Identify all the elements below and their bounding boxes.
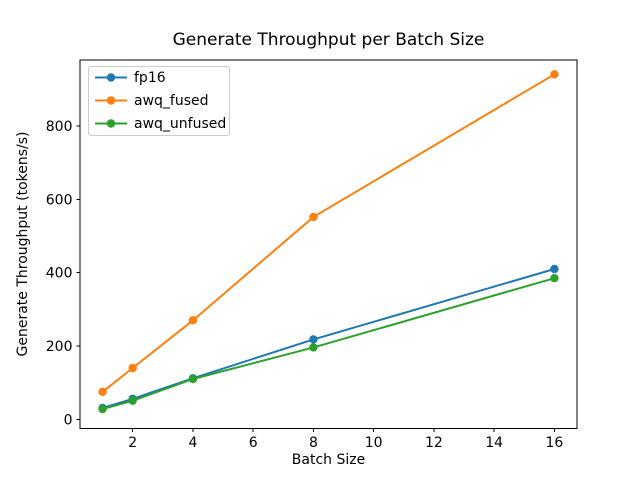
x-tick-label: 16 (545, 435, 563, 451)
x-tick-label: 6 (249, 435, 258, 451)
legend-label-awq-fused: awq_fused (134, 93, 209, 109)
legend-entry-fp16: fp16 (95, 70, 166, 86)
x-tick-label: 8 (309, 435, 318, 451)
series-marker-awq_fused (309, 212, 318, 222)
x-tick-label: 2 (128, 435, 137, 451)
series-marker-awq_fused (550, 70, 559, 79)
legend-label-awq-unfused: awq_unfused (134, 116, 226, 132)
x-tick-label: 14 (485, 435, 503, 451)
legend-entry-awq-fused: awq_fused (95, 93, 209, 109)
legend-marker-icon (106, 73, 116, 82)
legend-label-fp16: fp16 (134, 70, 166, 86)
x-tick-label: 4 (188, 435, 197, 451)
plot-series-group: 2 4 6 8 10 12 14 16 0 200 400 600 800 (46, 70, 563, 451)
series-marker-fp16 (309, 335, 318, 344)
legend-marker-icon (106, 96, 116, 105)
series-marker-fp16 (550, 264, 559, 274)
series-marker-awq_unfused (309, 343, 318, 352)
series-marker-awq_fused (128, 363, 137, 373)
x-axis-label: Batch Size (292, 452, 365, 468)
legend-marker-icon (106, 119, 116, 128)
legend-frame (88, 66, 230, 136)
series-marker-awq_unfused (98, 404, 107, 414)
x-tick-label: 12 (425, 435, 443, 451)
legend: fp16 awq_fused awq_unfused (88, 66, 230, 136)
y-tick-label: 800 (46, 119, 73, 135)
y-tick-label: 600 (46, 192, 73, 208)
series-marker-awq_unfused (550, 273, 559, 283)
y-tick-label: 200 (46, 339, 73, 355)
legend-entry-awq-unfused: awq_unfused (95, 116, 226, 132)
series-marker-awq_unfused (188, 374, 198, 384)
y-axis-label: Generate Throughput (tokens/s) (15, 132, 31, 357)
y-tick-label: 400 (46, 266, 73, 282)
series-marker-awq_fused (188, 316, 198, 325)
series-marker-awq_unfused (128, 396, 137, 405)
y-tick-label: 0 (64, 412, 73, 428)
series-marker-awq_fused (98, 387, 107, 397)
x-tick-label: 10 (365, 435, 383, 451)
chart-title: Generate Throughput per Batch Size (173, 30, 485, 50)
